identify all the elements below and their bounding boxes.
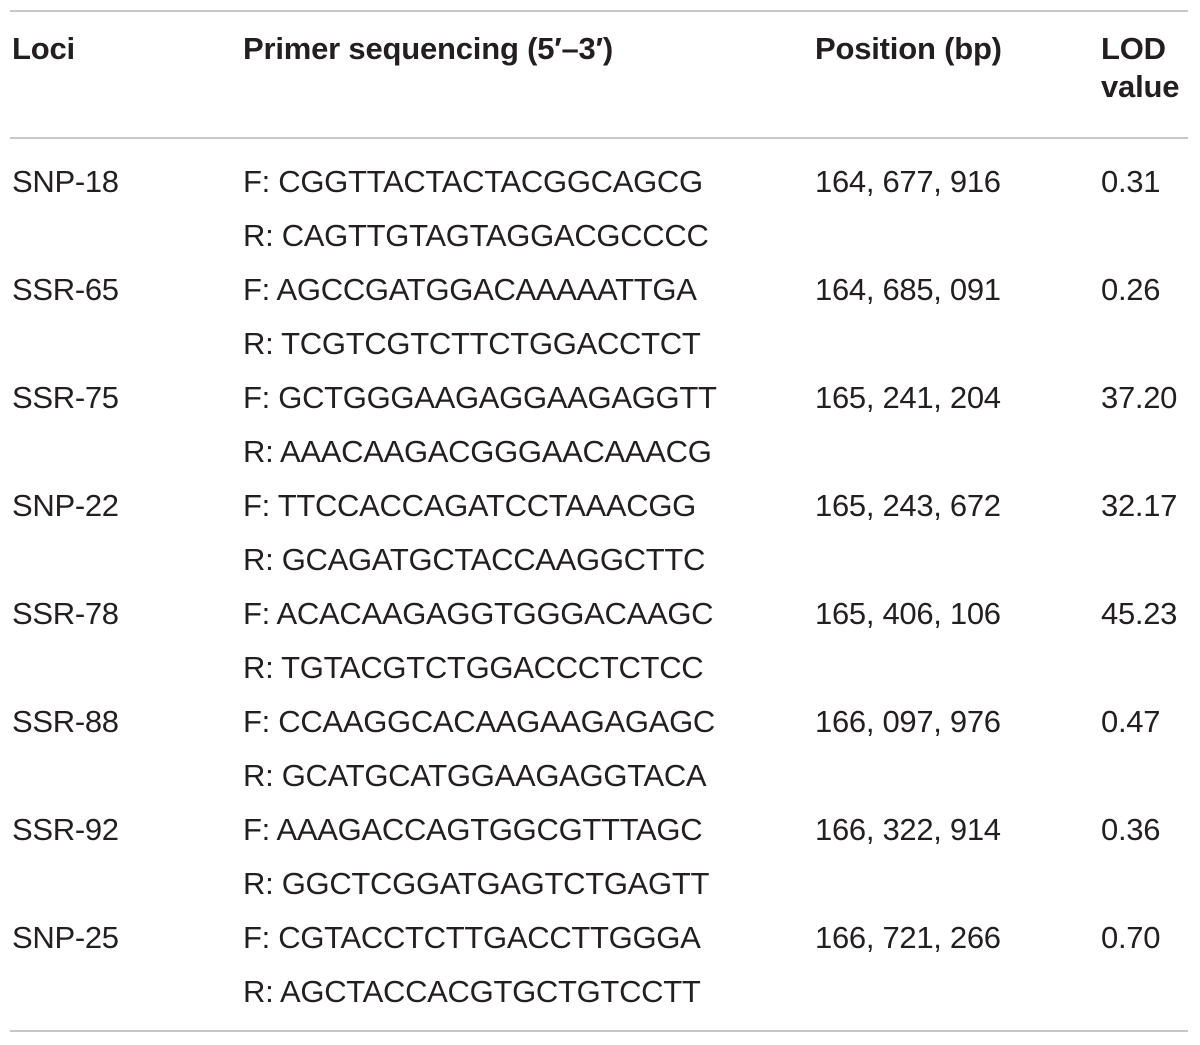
lod-cell: 0.31 bbox=[1101, 164, 1161, 199]
primer-cell: F: ACACAAGAGGTGGGACAAGC R: TGTACGTCTGGAC… bbox=[243, 587, 714, 695]
forward-primer: F: AAAGACCAGTGGCGTTTAGC bbox=[243, 812, 703, 847]
primer-cell: F: CGTACCTCTTGACCTTGGGA R: AGCTACCACGTGC… bbox=[243, 911, 701, 1019]
reverse-primer: R: AGCTACCACGTGCTGTCCTT bbox=[243, 974, 701, 1009]
table-row: SNP-18 F: CGGTTACTACTACGGCAGCG R: CAGTTG… bbox=[0, 155, 1200, 263]
primer-cell: F: CGGTTACTACTACGGCAGCG R: CAGTTGTAGTAGG… bbox=[243, 155, 709, 263]
locus-cell: SSR-88 bbox=[12, 704, 119, 739]
header-position: Position (bp) bbox=[815, 31, 1002, 66]
reverse-primer: R: GCATGCATGGAAGAGGTACA bbox=[243, 758, 707, 793]
forward-primer: F: CCAAGGCACAAGAAGAGAGC bbox=[243, 704, 715, 739]
table-row: SSR-88 F: CCAAGGCACAAGAAGAGAGC R: GCATGC… bbox=[0, 695, 1200, 803]
forward-primer: F: CGTACCTCTTGACCTTGGGA bbox=[243, 920, 701, 955]
table-row: SNP-25 F: CGTACCTCTTGACCTTGGGA R: AGCTAC… bbox=[0, 911, 1200, 1019]
table-row: SSR-65 F: AGCCGATGGACAAAAATTGA R: TCGTCG… bbox=[0, 263, 1200, 371]
position-cell: 165, 243, 672 bbox=[815, 488, 1001, 523]
reverse-primer: R: GCAGATGCTACCAAGGCTTC bbox=[243, 542, 706, 577]
locus-cell: SNP-18 bbox=[12, 164, 119, 199]
primer-cell: F: TTCCACCAGATCCTAAACGG R: GCAGATGCTACCA… bbox=[243, 479, 705, 587]
locus-cell: SSR-75 bbox=[12, 380, 119, 415]
forward-primer: F: GCTGGGAAGAGGAAGAGGTT bbox=[243, 380, 717, 415]
table-row: SSR-92 F: AAAGACCAGTGGCGTTTAGC R: GGCTCG… bbox=[0, 803, 1200, 911]
forward-primer: F: CGGTTACTACTACGGCAGCG bbox=[243, 164, 703, 199]
position-cell: 166, 322, 914 bbox=[815, 812, 1001, 847]
table-top-rule bbox=[10, 10, 1188, 12]
forward-primer: F: TTCCACCAGATCCTAAACGG bbox=[243, 488, 696, 523]
position-cell: 164, 677, 916 bbox=[815, 164, 1001, 199]
lod-cell: 0.36 bbox=[1101, 812, 1161, 847]
locus-cell: SNP-25 bbox=[12, 920, 119, 955]
table-row: SNP-22 F: TTCCACCAGATCCTAAACGG R: GCAGAT… bbox=[0, 479, 1200, 587]
lod-cell: 45.23 bbox=[1101, 596, 1178, 631]
header-lod-value: LOD value bbox=[1101, 30, 1179, 106]
primer-cell: F: AAAGACCAGTGGCGTTTAGC R: GGCTCGGATGAGT… bbox=[243, 803, 709, 911]
locus-cell: SSR-65 bbox=[12, 272, 119, 307]
lod-cell: 37.20 bbox=[1101, 380, 1178, 415]
position-cell: 166, 721, 266 bbox=[815, 920, 1001, 955]
table-row: SSR-75 F: GCTGGGAAGAGGAAGAGGTT R: AAACAA… bbox=[0, 371, 1200, 479]
primer-cell: F: AGCCGATGGACAAAAATTGA R: TCGTCGTCTTCTG… bbox=[243, 263, 701, 371]
position-cell: 165, 406, 106 bbox=[815, 596, 1001, 631]
lod-cell: 0.26 bbox=[1101, 272, 1161, 307]
lod-cell: 32.17 bbox=[1101, 488, 1178, 523]
forward-primer: F: ACACAAGAGGTGGGACAAGC bbox=[243, 596, 714, 631]
header-lod-line2: value bbox=[1101, 69, 1180, 104]
primer-cell: F: GCTGGGAAGAGGAAGAGGTT R: AAACAAGACGGGA… bbox=[243, 371, 717, 479]
position-cell: 166, 097, 976 bbox=[815, 704, 1001, 739]
lod-cell: 0.70 bbox=[1101, 920, 1161, 955]
forward-primer: F: AGCCGATGGACAAAAATTGA bbox=[243, 272, 697, 307]
table-body: SNP-18 F: CGGTTACTACTACGGCAGCG R: CAGTTG… bbox=[0, 155, 1200, 1019]
reverse-primer: R: CAGTTGTAGTAGGACGCCCC bbox=[243, 218, 709, 253]
table-bottom-rule bbox=[10, 1030, 1188, 1032]
table-header-rule bbox=[10, 137, 1188, 139]
lod-cell: 0.47 bbox=[1101, 704, 1161, 739]
table-row: SSR-78 F: ACACAAGAGGTGGGACAAGC R: TGTACG… bbox=[0, 587, 1200, 695]
locus-cell: SSR-78 bbox=[12, 596, 119, 631]
reverse-primer: R: TGTACGTCTGGACCCTCTCC bbox=[243, 650, 704, 685]
locus-cell: SSR-92 bbox=[12, 812, 119, 847]
position-cell: 164, 685, 091 bbox=[815, 272, 1001, 307]
header-primer-sequencing: Primer sequencing (5′–3′) bbox=[243, 31, 613, 66]
reverse-primer: R: TCGTCGTCTTCTGGACCTCT bbox=[243, 326, 701, 361]
locus-cell: SNP-22 bbox=[12, 488, 119, 523]
reverse-primer: R: GGCTCGGATGAGTCTGAGTT bbox=[243, 866, 710, 901]
header-lod-line1: LOD bbox=[1101, 31, 1166, 66]
position-cell: 165, 241, 204 bbox=[815, 380, 1001, 415]
header-loci: Loci bbox=[12, 31, 75, 66]
primer-cell: F: CCAAGGCACAAGAAGAGAGC R: GCATGCATGGAAG… bbox=[243, 695, 715, 803]
reverse-primer: R: AAACAAGACGGGAACAAACG bbox=[243, 434, 712, 469]
